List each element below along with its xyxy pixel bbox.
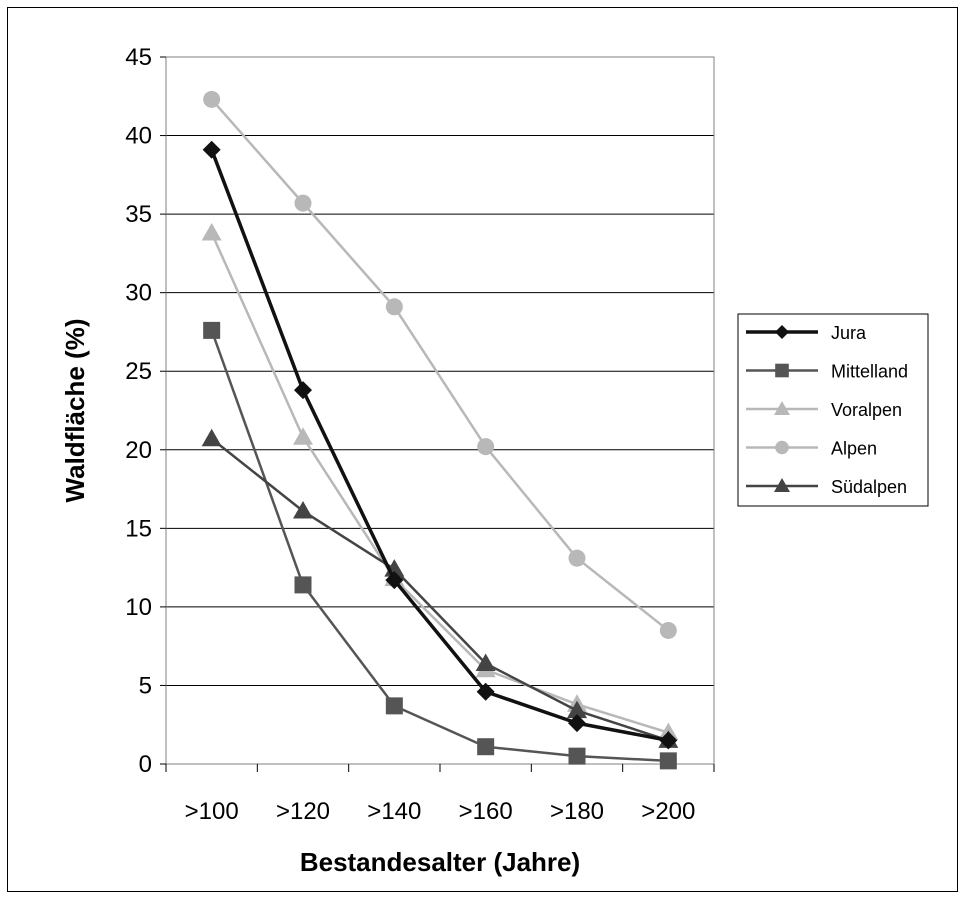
data-point [476,682,495,701]
data-point [568,549,586,567]
data-point [201,222,222,241]
data-point [659,621,677,639]
y-tick-label: 35 [125,201,152,228]
y-tick-label: 0 [139,751,152,778]
series-line [210,149,669,743]
series-alpen [203,90,677,639]
data-point [659,752,677,770]
series-jura [202,140,678,750]
data-point [568,747,586,765]
series-line [210,232,669,734]
data-point [293,501,313,519]
x-tick-label: >160 [459,798,513,825]
data-point [385,571,404,590]
series-südalpen [201,428,679,748]
series-group [201,90,679,770]
y-tick-label: 25 [125,358,152,385]
legend-marker [774,401,790,415]
data-point [293,427,313,445]
x-tick-label: >120 [276,798,330,825]
series-mittelland [203,321,677,770]
y-tick-label: 5 [139,672,152,699]
data-point [477,438,495,456]
legend-label: Voralpen [831,400,902,420]
y-tick-label: 15 [125,515,152,542]
x-tick-label: >140 [367,798,421,825]
x-tick-label: >200 [641,798,695,825]
data-point [477,738,495,756]
data-point [294,381,312,400]
series-voralpen [201,222,679,741]
y-tick-label: 30 [125,280,152,307]
legend-marker [774,478,790,492]
legend-item: Mittelland [746,362,908,382]
plot-area [165,56,715,765]
y-axis-ticks: 0 5 10 15 20 25 30 35 40 45 [125,44,166,778]
legend-marker [775,363,789,378]
legend-item: Südalpen [746,477,907,497]
series-line [210,437,669,742]
legend: Jura Mittelland Voralpen Alpen Südalpen [737,313,929,507]
legend-item: Alpen [746,439,877,459]
x-tick-label: >100 [185,798,239,825]
series-line [210,98,670,632]
data-point [385,298,403,316]
x-axis-title: Bestandesalter (Jahre) [300,847,580,877]
legend-marker [775,440,789,455]
legend-marker [775,325,789,339]
x-tick-label: >180 [550,798,604,825]
data-point [294,194,312,212]
legend-item: Jura [746,323,867,343]
data-point [203,90,221,108]
series-line [210,329,669,763]
data-point [568,714,586,733]
data-point [202,140,221,159]
data-point [567,700,587,719]
y-tick-label: 45 [125,44,152,71]
y-tick-label: 40 [125,123,152,150]
y-tick-label: 10 [125,594,152,621]
legend-label: Südalpen [831,477,907,497]
y-axis-title: Waldfläche (%) [60,319,90,503]
y-tick-label: 20 [125,437,152,464]
data-point [203,321,221,339]
legend-label: Mittelland [831,362,908,382]
x-axis-ticks: >100 >120 >140 >160 >180 >200 [165,764,715,825]
legend-label: Alpen [831,439,877,459]
legend-item: Voralpen [746,400,902,420]
data-point [294,576,312,594]
gridlines [166,56,714,686]
data-point [475,653,496,671]
data-point [385,697,403,715]
data-point [201,428,222,447]
data-point [659,731,678,750]
legend-label: Jura [831,323,867,343]
